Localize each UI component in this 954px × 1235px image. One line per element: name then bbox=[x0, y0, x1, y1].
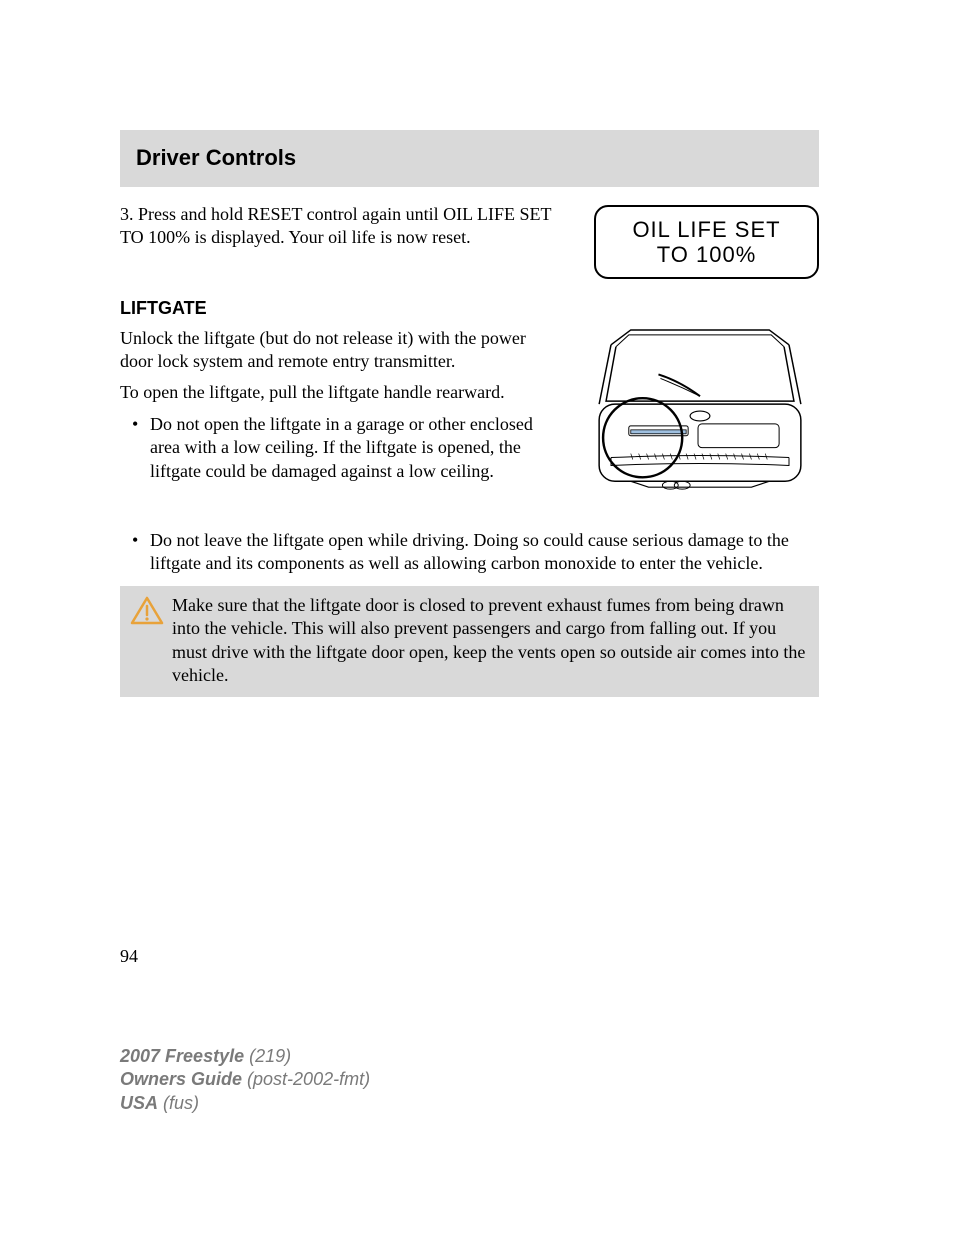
liftgate-p2: To open the liftgate, pull the liftgate … bbox=[120, 381, 561, 404]
footer-line3: USA (fus) bbox=[120, 1092, 370, 1115]
display-line1: OIL LIFE SET bbox=[600, 217, 813, 242]
footer-region-code: (fus) bbox=[158, 1093, 199, 1113]
dashboard-display: OIL LIFE SET TO 100% bbox=[594, 205, 819, 280]
footer-guide-fmt: (post-2002-fmt) bbox=[242, 1069, 370, 1089]
page-number: 94 bbox=[120, 945, 138, 968]
footer-vehicle-code: (219) bbox=[244, 1046, 291, 1066]
footer: 2007 Freestyle (219) Owners Guide (post-… bbox=[120, 1045, 370, 1115]
liftgate-bullets: Do not open the liftgate in a garage or … bbox=[136, 413, 561, 483]
bullet-1: Do not open the liftgate in a garage or … bbox=[136, 413, 561, 483]
warning-triangle-icon bbox=[130, 596, 164, 688]
liftgate-heading: LIFTGATE bbox=[120, 297, 819, 320]
vehicle-rear-diagram bbox=[581, 327, 819, 511]
step-row: 3. Press and hold RESET control again un… bbox=[120, 203, 819, 280]
display-line2: TO 100% bbox=[600, 242, 813, 267]
footer-region: USA bbox=[120, 1093, 158, 1113]
bullet-2: Do not leave the liftgate open while dri… bbox=[136, 529, 819, 576]
warning-text: Make sure that the liftgate door is clos… bbox=[172, 594, 807, 688]
liftgate-row: Unlock the liftgate (but do not release … bbox=[120, 327, 819, 511]
section-header-bar: Driver Controls bbox=[120, 130, 819, 187]
step3-text: 3. Press and hold RESET control again un… bbox=[120, 203, 574, 250]
liftgate-p1: Unlock the liftgate (but do not release … bbox=[120, 327, 561, 374]
page-content: Driver Controls 3. Press and hold RESET … bbox=[0, 0, 954, 737]
liftgate-bullets-continued: Do not leave the liftgate open while dri… bbox=[136, 529, 819, 576]
footer-line1: 2007 Freestyle (219) bbox=[120, 1045, 370, 1068]
footer-vehicle: 2007 Freestyle bbox=[120, 1046, 244, 1066]
footer-guide: Owners Guide bbox=[120, 1069, 242, 1089]
footer-line2: Owners Guide (post-2002-fmt) bbox=[120, 1068, 370, 1091]
section-header-title: Driver Controls bbox=[136, 144, 803, 173]
warning-callout: Make sure that the liftgate door is clos… bbox=[120, 586, 819, 698]
liftgate-text-col: Unlock the liftgate (but do not release … bbox=[120, 327, 561, 493]
